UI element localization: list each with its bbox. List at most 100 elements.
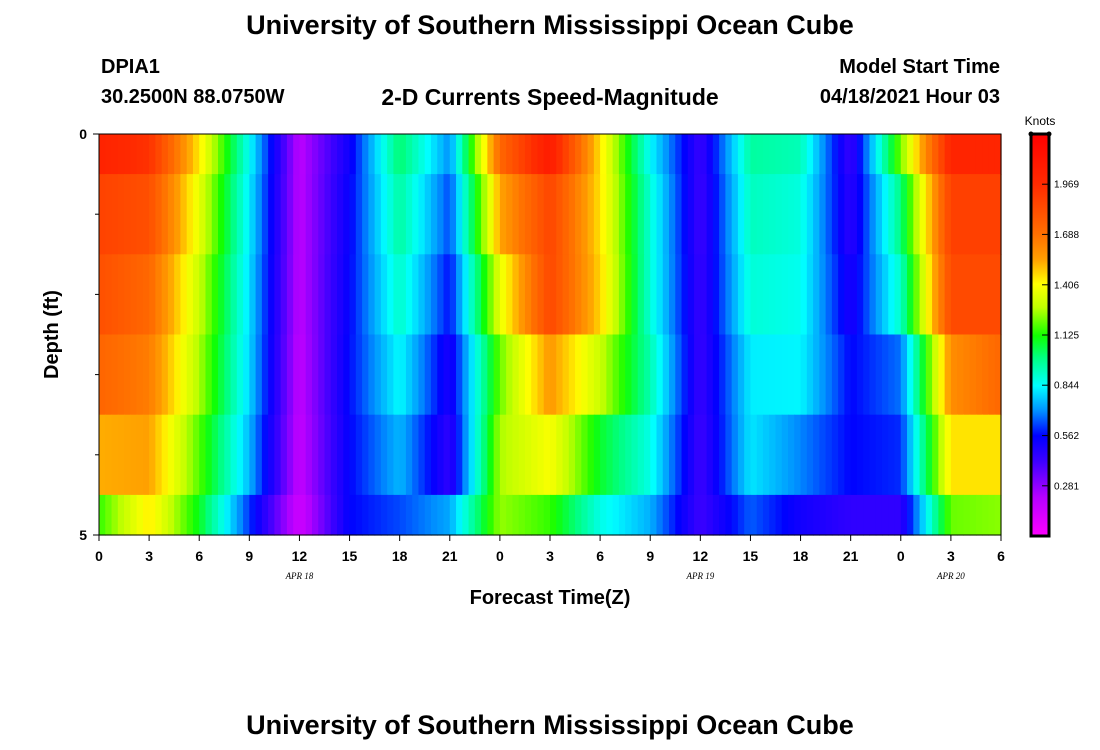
heatmap-cell	[813, 134, 820, 175]
heatmap-cell	[593, 134, 601, 175]
heatmap-cell	[418, 174, 426, 255]
heatmap-cell	[286, 134, 294, 175]
heatmap-cell	[687, 134, 695, 175]
heatmap-cell	[556, 494, 564, 536]
heatmap-cell	[387, 414, 395, 496]
heatmap-cell	[575, 494, 582, 536]
heatmap-cell	[330, 174, 338, 255]
heatmap-cell	[261, 414, 269, 496]
heatmap-cell	[192, 254, 200, 336]
heatmap-cell	[274, 254, 282, 336]
heatmap-cell	[205, 174, 213, 255]
heatmap-cell	[512, 134, 520, 175]
heatmap-cell	[249, 494, 257, 536]
colorbar-tick-label: 1.688	[1054, 230, 1079, 241]
heatmap-cell	[631, 414, 639, 496]
heatmap-cell	[449, 254, 457, 336]
heatmap-cell	[562, 334, 570, 416]
heatmap-cell	[487, 494, 495, 536]
heatmap-cell	[775, 134, 783, 175]
heatmap-cell	[681, 334, 689, 416]
heatmap-cell	[518, 174, 526, 255]
heatmap-cell	[512, 254, 520, 336]
x-tick-label: 15	[342, 548, 358, 564]
heatmap-cell	[932, 134, 939, 175]
heatmap-cell	[437, 174, 445, 255]
heatmap-cell	[481, 134, 488, 175]
heatmap-cell	[788, 134, 795, 175]
heatmap-cell	[825, 174, 833, 255]
heatmap-cell	[111, 134, 119, 175]
heatmap-cell	[255, 254, 263, 336]
heatmap-cell	[330, 414, 338, 496]
heatmap-cell	[781, 414, 789, 496]
heatmap-cell	[650, 334, 658, 416]
heatmap-cell	[211, 414, 219, 496]
heatmap-cell	[618, 494, 626, 536]
heatmap-cell	[249, 414, 257, 496]
heatmap-cell	[280, 254, 288, 336]
heatmap-cell	[944, 334, 952, 416]
heatmap-cell	[136, 494, 144, 536]
heatmap-cell	[393, 174, 401, 255]
heatmap-cell	[938, 334, 946, 416]
heatmap-cell	[374, 494, 382, 536]
heatmap-cell	[606, 334, 614, 416]
heatmap-cell	[863, 174, 871, 255]
heatmap-cell	[111, 254, 119, 336]
heatmap-cell	[575, 414, 582, 496]
heatmap-cell	[950, 334, 958, 416]
x-tick-label: 18	[392, 548, 408, 564]
heatmap-cell	[712, 494, 720, 536]
heatmap-cell	[343, 494, 351, 536]
heatmap-cell	[913, 494, 921, 536]
heatmap-cell	[443, 334, 451, 416]
heatmap-cell	[311, 334, 319, 416]
heatmap-cell	[907, 254, 914, 336]
colorbar-ticks: 1.969 1.688 1.406 1.125 0.844 0.562 0.281	[1028, 131, 1079, 492]
heatmap-cell	[167, 134, 175, 175]
heatmap-cell	[211, 174, 219, 255]
heatmap-cell	[756, 254, 764, 336]
heatmap-cell	[587, 174, 595, 255]
heatmap-cell	[236, 134, 244, 175]
heatmap-cell	[988, 134, 996, 175]
heatmap-cell	[293, 494, 301, 536]
heatmap-cell	[975, 254, 983, 336]
heatmap-cell	[681, 414, 689, 496]
heatmap-cell	[938, 494, 946, 536]
heatmap-cell	[606, 254, 614, 336]
heatmap-cell	[775, 334, 783, 416]
heatmap-cell	[199, 334, 207, 416]
heatmap-cell	[443, 134, 451, 175]
heatmap-cell	[512, 414, 520, 496]
heatmap-cell	[756, 174, 764, 255]
heatmap-cell	[393, 254, 401, 336]
heatmap-cell	[424, 334, 432, 416]
heatmap-cell	[612, 414, 620, 496]
heatmap-cell	[330, 494, 338, 536]
heatmap-cell	[731, 414, 739, 496]
heatmap-cell	[719, 174, 726, 255]
heatmap-cell	[124, 254, 131, 336]
heatmap-cell	[481, 174, 488, 255]
heatmap-cell	[343, 414, 351, 496]
heatmap-cell	[637, 334, 645, 416]
heatmap-cell	[368, 494, 376, 536]
heatmap-cell	[387, 174, 395, 255]
heatmap-cell	[543, 254, 551, 336]
heatmap-cell	[994, 494, 1002, 536]
heatmap-cell	[581, 134, 589, 175]
heatmap-cell	[474, 334, 482, 416]
heatmap-cell	[180, 334, 188, 416]
heatmap-cell	[819, 334, 827, 416]
heatmap-cell	[255, 494, 263, 536]
heatmap-cell	[311, 174, 319, 255]
heatmap-cell	[675, 334, 683, 416]
heatmap-cell	[831, 494, 839, 536]
heatmap-cell	[869, 334, 877, 416]
heatmap-cell	[99, 174, 106, 255]
heatmap-cell	[374, 134, 382, 175]
heatmap-cell	[311, 494, 319, 536]
